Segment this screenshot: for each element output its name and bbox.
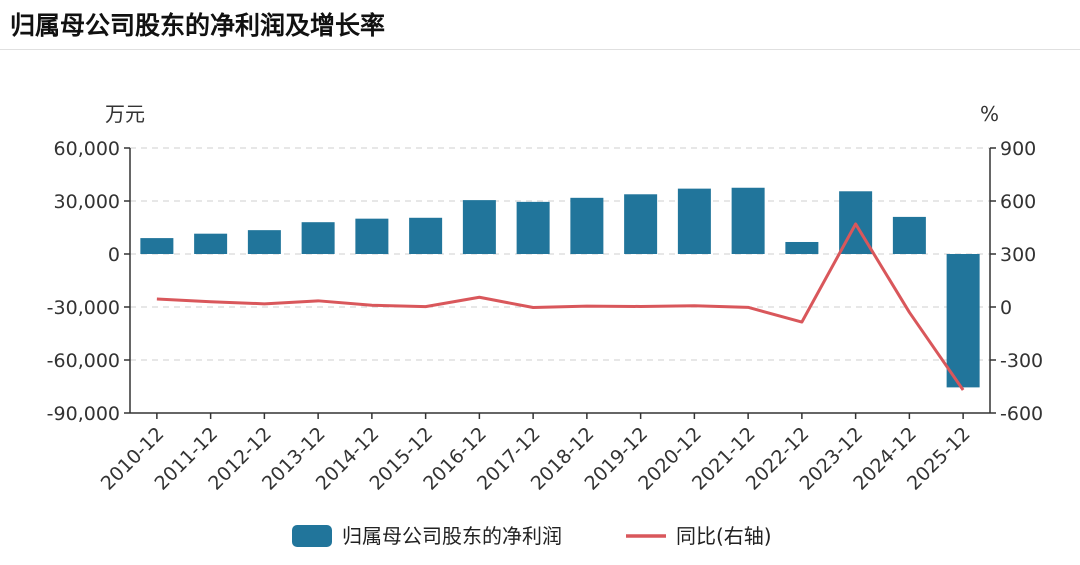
bar: [194, 233, 228, 254]
axis-ticks: 60,000 900 30,000 600 0 300 -30,000 0 -60,000 -30…: [47, 138, 1043, 495]
bar: [731, 187, 765, 254]
y2-tick-label: -600: [1000, 403, 1043, 425]
legend-swatch-bar: [292, 525, 332, 547]
bar: [140, 238, 174, 254]
y2-tick-label: 0: [1000, 297, 1012, 319]
bar: [301, 222, 335, 254]
right-axis-unit: %: [980, 102, 999, 126]
y-tick-label: 30,000: [54, 191, 120, 213]
bar: [409, 217, 443, 254]
legend-label-bar: 归属母公司股东的净利润: [342, 524, 562, 548]
y-tick-label: 0: [108, 244, 120, 266]
bar: [677, 188, 711, 254]
bar: [570, 197, 604, 254]
bar: [355, 218, 389, 254]
bar: [624, 194, 658, 254]
bar: [946, 254, 980, 388]
legend-label-line: 同比(右轴): [676, 524, 772, 548]
y2-tick-label: 600: [1000, 191, 1036, 213]
bar: [785, 241, 819, 254]
axes: [129, 148, 991, 414]
y-tick-label: -30,000: [47, 297, 120, 319]
y-tick-label: -60,000: [47, 350, 120, 372]
bar-series: [140, 187, 980, 388]
bar: [247, 230, 281, 254]
y-tick-label: -90,000: [47, 403, 120, 425]
bar: [516, 201, 550, 254]
yoy-line: [156, 222, 965, 391]
title-divider: [0, 49, 1080, 50]
y-tick-label: 60,000: [54, 138, 120, 160]
chart-title: 归属母公司股东的净利润及增长率: [10, 11, 386, 40]
left-axis-unit: 万元: [105, 102, 145, 126]
y2-tick-label: -300: [1000, 350, 1043, 372]
y2-tick-label: 900: [1000, 138, 1036, 160]
line-series: [156, 222, 965, 391]
bar: [462, 200, 496, 254]
legend: 归属母公司股东的净利润 同比(右轴): [292, 524, 772, 548]
y2-tick-label: 300: [1000, 244, 1036, 266]
bar: [892, 216, 926, 254]
